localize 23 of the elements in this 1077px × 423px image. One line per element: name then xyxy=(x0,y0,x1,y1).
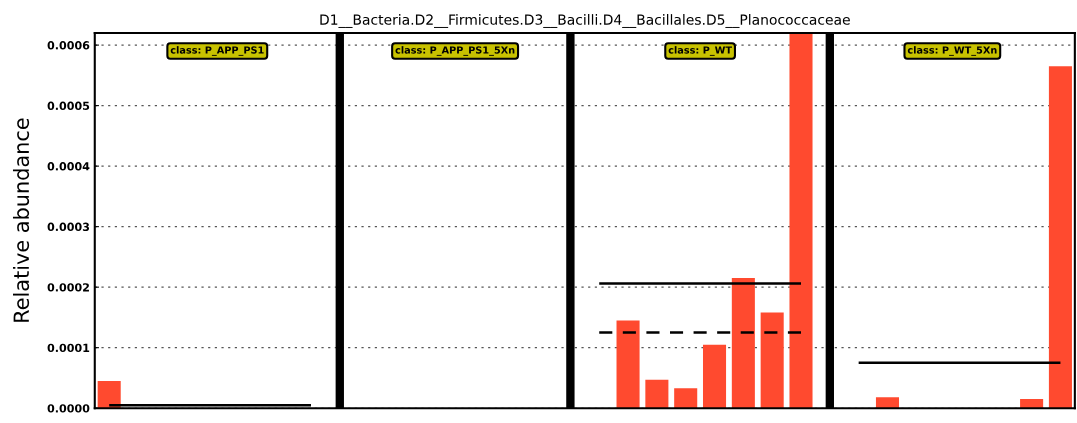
bar xyxy=(703,344,727,409)
bar xyxy=(731,278,755,409)
y-tick-label: 0.0003 xyxy=(47,222,90,232)
y-tick-label: 0.0006 xyxy=(47,41,90,50)
y-tick-label: 0.0004 xyxy=(47,162,90,171)
bar xyxy=(97,380,121,409)
bar xyxy=(645,379,669,409)
bar xyxy=(1048,66,1072,409)
bar xyxy=(616,320,640,409)
annotation: class: P_APP_PS1_5Xn xyxy=(395,46,515,56)
annotation: class: P_WT_5Xn xyxy=(907,46,997,56)
bar xyxy=(760,312,784,409)
bar xyxy=(789,32,813,409)
chart-title: D1__Bacteria.D2__Firmicutes.D3__Bacilli.D4__Bacillales.D5__Planococcaceae xyxy=(320,14,850,28)
annotation: class: P_APP_PS1 xyxy=(170,46,264,56)
y-tick-label: 0.0002 xyxy=(47,283,89,292)
y-axis-title: Relative abundance xyxy=(12,118,30,322)
y-tick-label: 0.0005 xyxy=(47,101,90,110)
annotation: class: P_WT xyxy=(668,46,732,56)
bar xyxy=(674,388,698,409)
y-tick-label: 0.0000 xyxy=(47,404,90,413)
y-tick-label: 0.0001 xyxy=(47,343,90,353)
bar xyxy=(875,397,900,409)
